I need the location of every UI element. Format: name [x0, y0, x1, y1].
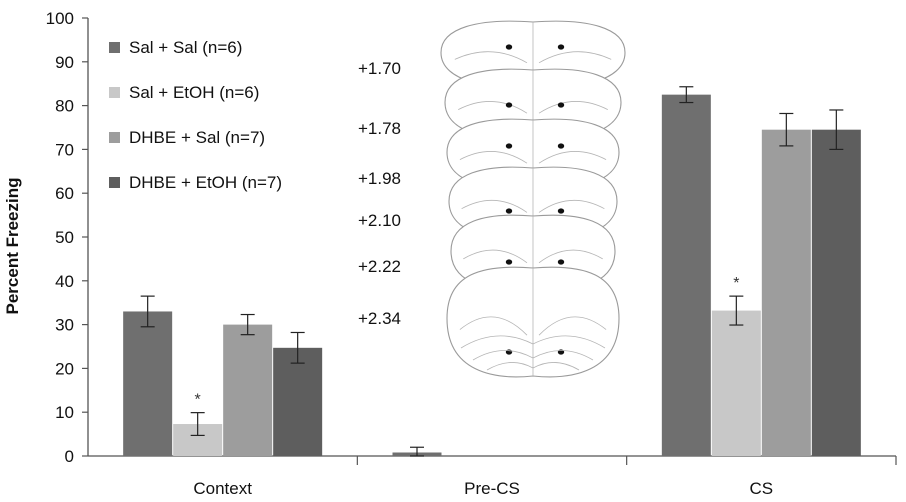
x-category-label: Pre-CS [464, 479, 520, 498]
significance-asterisk: * [733, 275, 739, 292]
x-category-label: Context [193, 479, 252, 498]
legend-label: Sal + EtOH (n=6) [129, 83, 259, 102]
legend-label: DHBE + Sal (n=7) [129, 128, 265, 147]
x-category-label: CS [750, 479, 774, 498]
bar [711, 310, 761, 456]
brain-bottom-detail [460, 335, 606, 371]
bar [123, 311, 173, 456]
lesion-mark [505, 259, 513, 265]
y-tick-label: 100 [46, 9, 74, 28]
lesion-mark [505, 44, 513, 50]
y-tick-label: 70 [55, 140, 74, 159]
y-tick-label: 20 [55, 359, 74, 378]
y-tick-label: 40 [55, 272, 74, 291]
axes: 0 10 20 30 40 50 60 70 80 90 100 Context Pre-CS CS [46, 9, 897, 498]
lesion-mark [557, 44, 565, 50]
legend-label: DHBE + EtOH (n=7) [129, 173, 282, 192]
legend-swatch [109, 132, 120, 143]
inset-coordinate-label: +2.34 [358, 309, 401, 328]
inset-coordinate-label: +2.22 [358, 257, 401, 276]
lesion-mark [557, 143, 565, 149]
bar [223, 324, 273, 456]
inset-coordinate-label: +1.78 [358, 119, 401, 138]
legend-swatch [109, 87, 120, 98]
y-tick-label: 0 [65, 447, 74, 466]
y-tick-label: 60 [55, 184, 74, 203]
legend: Sal + Sal (n=6) Sal + EtOH (n=6) DHBE + Sa… [109, 38, 282, 192]
bar [811, 129, 861, 456]
y-tick-label: 30 [55, 316, 74, 335]
y-axis-label: Percent Freezing [3, 178, 22, 315]
y-tick-label: 10 [55, 403, 74, 422]
brain-section [446, 266, 620, 378]
lesion-mark [557, 259, 565, 265]
lesion-mark [557, 102, 565, 108]
brain-sections-inset [440, 20, 626, 378]
inset-coordinate-label: +1.70 [358, 59, 401, 78]
lesion-mark [505, 143, 513, 149]
y-tick-label: 80 [55, 97, 74, 116]
lesion-mark [505, 102, 513, 108]
inset-coordinate-label: +2.10 [358, 211, 401, 230]
significance-asterisk: * [195, 392, 201, 409]
inset-coordinate-labels: +1.70 +1.78 +1.98 +2.10 +2.22 +2.34 [358, 59, 401, 328]
legend-swatch [109, 177, 120, 188]
lesion-mark [557, 208, 565, 214]
bar [273, 347, 323, 456]
lesion-mark [505, 208, 513, 214]
legend-swatch [109, 42, 120, 53]
legend-label: Sal + Sal (n=6) [129, 38, 242, 57]
bar [661, 94, 711, 457]
y-tick-label: 50 [55, 228, 74, 247]
bars: ** [123, 86, 861, 457]
bar [761, 129, 811, 456]
inset-coordinate-label: +1.98 [358, 169, 401, 188]
y-tick-label: 90 [55, 53, 74, 72]
